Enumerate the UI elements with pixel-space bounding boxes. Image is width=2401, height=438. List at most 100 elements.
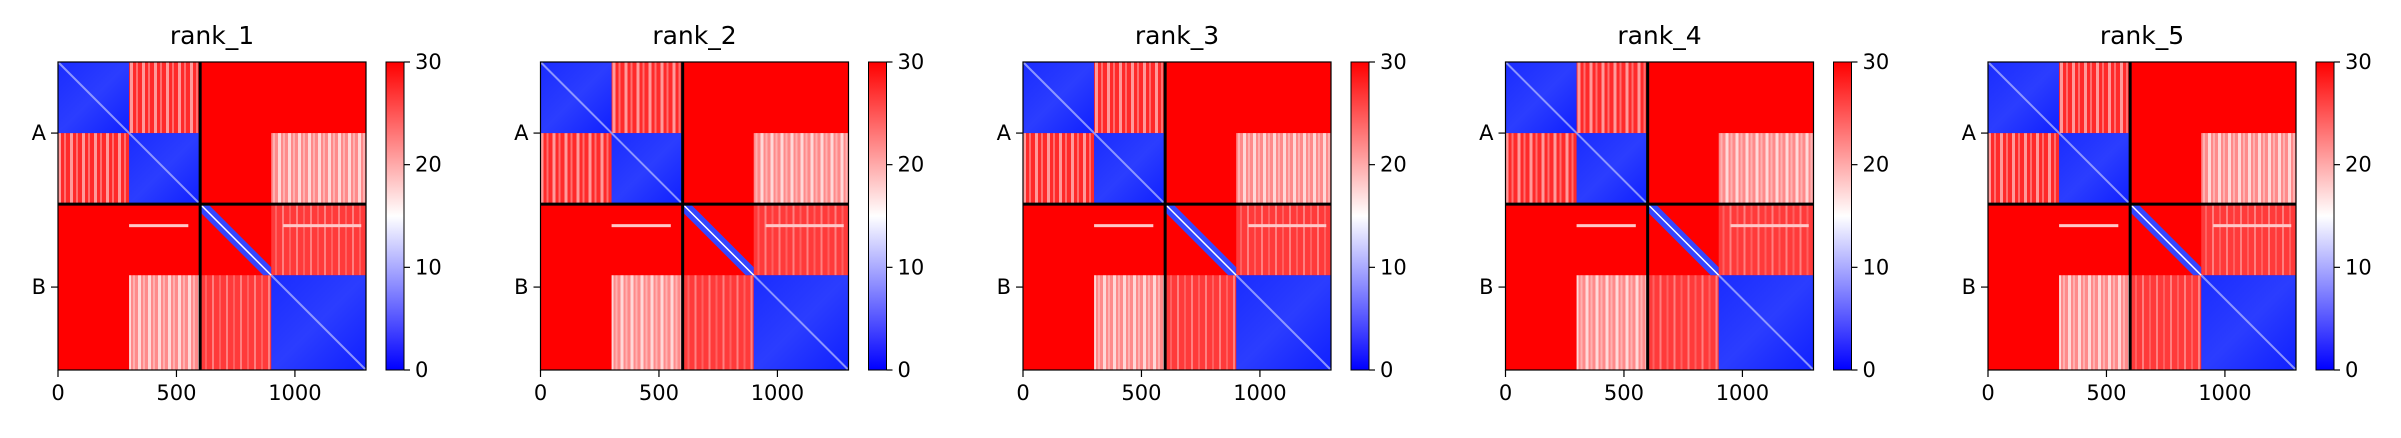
heatmap-5: [1987, 61, 2297, 371]
colorbar-tick-label: 30: [2345, 50, 2372, 74]
contact-band-a: [2059, 224, 2119, 228]
colorbar-tick-label: 10: [415, 255, 442, 279]
contact-region-6: [1236, 204, 1331, 276]
colorbar-tick-label: 0: [1863, 358, 1876, 382]
contact-band-a: [1576, 224, 1636, 228]
contact-band-b: [1248, 224, 1327, 228]
domain-diagonal-line-1: [1504, 61, 1578, 134]
contact-region-4: [2059, 275, 2131, 370]
contact-region-3: [1718, 133, 1814, 205]
x-tick-label: 0: [1016, 381, 1029, 405]
heatmap-panel-1: rank_1 A B 0 500 1000 0 10 20 30: [32, 21, 442, 405]
axes-frame: [1987, 61, 2297, 371]
domain-diagonal-line-4: [753, 274, 850, 371]
row-label-A: A: [997, 121, 1012, 145]
contact-region-5: [2130, 275, 2202, 370]
contact-region-2: [1505, 133, 1577, 205]
contact-region-2: [58, 133, 130, 205]
x-tick-label: 0: [534, 381, 547, 405]
heatmap-2: [539, 61, 850, 371]
colorbar-tick-label: 20: [1380, 153, 1407, 177]
colorbar-tick-label: 0: [898, 358, 911, 382]
colorbar-tick-label: 20: [1863, 153, 1890, 177]
colorbar-tick-label: 20: [898, 153, 925, 177]
domain-diagonal-line-2: [2058, 132, 2131, 205]
domain-diagonal-line-4: [1718, 274, 1815, 371]
colorbar-tick-label: 0: [2345, 358, 2358, 382]
contact-region-5: [682, 275, 754, 370]
x-tick-label: 1000: [751, 381, 804, 405]
colorbar-tick-label: 10: [1863, 255, 1890, 279]
contact-region-1: [1576, 62, 1648, 134]
heatmap-4: [1504, 61, 1815, 371]
contact-band-a: [1094, 224, 1154, 228]
colorbar-tick-label: 20: [2345, 153, 2372, 177]
contact-region-1: [2059, 62, 2131, 134]
chart-title: rank_3: [1135, 21, 1219, 50]
axes-frame: [1504, 61, 1815, 371]
contact-band-b: [2213, 224, 2292, 228]
contact-region-3: [753, 133, 849, 205]
contact-region-5: [1647, 275, 1719, 370]
contact-region-1: [611, 62, 683, 134]
colorbar-tick-label: 30: [1380, 50, 1407, 74]
domain-diagonal-line-2: [128, 132, 201, 205]
domain-diagonal-line-2: [1575, 132, 1649, 205]
colorbar-tick-label: 0: [1380, 358, 1393, 382]
colorbar-tick-label: 30: [898, 50, 925, 74]
x-tick-label: 1000: [268, 381, 321, 405]
x-tick-label: 0: [1499, 381, 1512, 405]
x-tick-label: 1000: [1233, 381, 1286, 405]
chart-title: rank_2: [652, 21, 736, 50]
colorbar-tick-label: 30: [1863, 50, 1890, 74]
contact-region-6: [1718, 204, 1814, 276]
contact-region-2: [1023, 133, 1095, 205]
contact-region-4: [1576, 275, 1648, 370]
contact-band-a: [129, 224, 189, 228]
axes-frame: [57, 61, 367, 371]
heatmap-3: [1022, 61, 1332, 371]
domain-diagonal-line-1: [1022, 61, 1095, 134]
heatmap-1: [57, 61, 367, 371]
x-tick-label: 500: [2086, 381, 2126, 405]
x-tick-label: 1000: [1716, 381, 1769, 405]
row-label-B: B: [1962, 275, 1976, 299]
contact-band-b: [1730, 224, 1809, 228]
row-label-A: A: [1479, 121, 1494, 145]
domain-diagonal-line-2: [610, 132, 684, 205]
contact-region-4: [611, 275, 683, 370]
colorbar-tick-label: 10: [1380, 255, 1407, 279]
x-tick-label: 0: [51, 381, 64, 405]
contact-band-b: [283, 224, 362, 228]
contact-band-b: [765, 224, 844, 228]
x-tick-label: 0: [1981, 381, 1994, 405]
chart-title: rank_5: [2100, 21, 2184, 50]
domain-diagonal-highlight: [682, 203, 755, 276]
row-label-A: A: [32, 121, 47, 145]
row-label-A: A: [1962, 121, 1977, 145]
contact-region-1: [1094, 62, 1166, 134]
contact-region-5: [200, 275, 272, 370]
contact-region-3: [271, 133, 366, 205]
domain-diagonal-line-1: [539, 61, 613, 134]
contact-band-a: [611, 224, 671, 228]
contact-region-4: [129, 275, 201, 370]
row-label-A: A: [514, 121, 529, 145]
domain-diagonal-line-4: [1235, 274, 1332, 371]
x-tick-label: 500: [156, 381, 196, 405]
x-tick-label: 500: [1121, 381, 1161, 405]
domain-diagonal-line-4: [2200, 274, 2297, 371]
contact-region-4: [1094, 275, 1166, 370]
row-label-B: B: [997, 275, 1011, 299]
colorbar-tick-label: 30: [415, 50, 442, 74]
colorbar: [868, 61, 887, 371]
contact-region-6: [271, 204, 366, 276]
contact-region-6: [2201, 204, 2296, 276]
row-label-B: B: [1479, 275, 1493, 299]
heatmap-panel-5: rank_5 A B 0 500 1000 0 10 20 30: [1962, 21, 2372, 405]
domain-diagonal-line-2: [1093, 132, 1166, 205]
colorbar: [1350, 61, 1370, 371]
row-label-B: B: [32, 275, 46, 299]
colorbar-tick-label: 20: [415, 153, 442, 177]
